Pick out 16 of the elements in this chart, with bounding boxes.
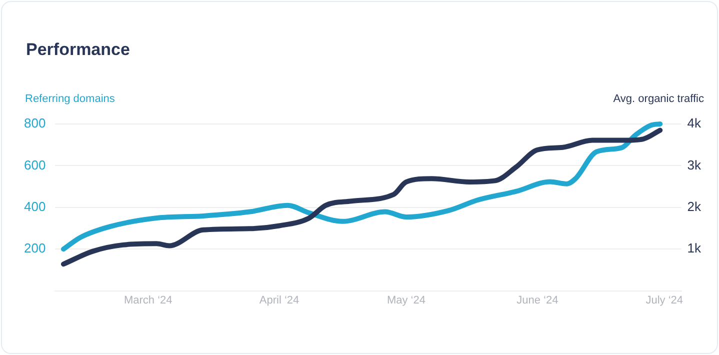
x-tick-label: March ‘24	[124, 294, 172, 306]
y2-tick-label: 2k	[687, 198, 702, 214]
x-tick-label: July ‘24	[646, 294, 683, 306]
chart-title: Performance	[26, 40, 130, 60]
y-tick-label: 600	[24, 157, 46, 172]
y2-tick-label: 4k	[687, 116, 702, 131]
y-tick-label: 200	[24, 240, 46, 256]
x-tick-label: April ‘24	[259, 294, 300, 306]
y2-tick-label: 1k	[687, 240, 702, 256]
y-tick-label: 400	[24, 198, 46, 214]
y-tick-label: 800	[24, 116, 46, 131]
y-axis-title: Referring domains	[25, 93, 115, 105]
y2-tick-label: 3k	[687, 157, 702, 172]
x-tick-label: June ‘24	[516, 294, 558, 306]
x-tick-label: May ‘24	[386, 294, 426, 306]
y2-axis-title: Avg. organic traffic	[613, 93, 704, 105]
